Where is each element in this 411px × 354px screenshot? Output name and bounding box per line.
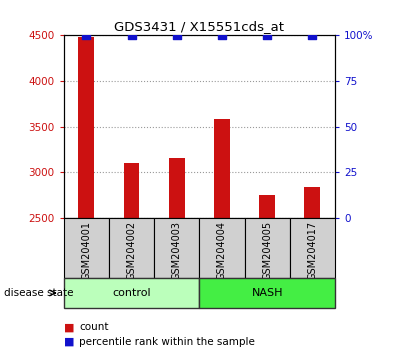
- Text: control: control: [112, 288, 151, 298]
- Bar: [79, 37, 94, 218]
- Text: GSM204005: GSM204005: [262, 221, 272, 280]
- Bar: [245, 218, 290, 278]
- Bar: [64, 218, 109, 278]
- Bar: [199, 278, 335, 308]
- Text: GSM204017: GSM204017: [307, 221, 317, 280]
- Text: GSM204003: GSM204003: [172, 221, 182, 280]
- Bar: [109, 218, 154, 278]
- Bar: [305, 187, 320, 218]
- Bar: [64, 278, 199, 308]
- Bar: [259, 195, 275, 218]
- Text: NASH: NASH: [252, 288, 283, 298]
- Point: [128, 33, 135, 38]
- Bar: [290, 218, 335, 278]
- Text: GSM204001: GSM204001: [81, 221, 91, 280]
- Text: percentile rank within the sample: percentile rank within the sample: [79, 337, 255, 347]
- Text: ■: ■: [64, 322, 74, 332]
- Bar: [154, 218, 199, 278]
- Bar: [169, 159, 185, 218]
- Text: disease state: disease state: [4, 288, 74, 298]
- Bar: [214, 119, 230, 218]
- Text: GSM204002: GSM204002: [127, 221, 136, 280]
- Point: [173, 33, 180, 38]
- Text: GSM204004: GSM204004: [217, 221, 227, 280]
- Point: [219, 33, 225, 38]
- Text: count: count: [79, 322, 109, 332]
- Bar: [124, 163, 139, 218]
- Point: [309, 33, 316, 38]
- Bar: [199, 218, 245, 278]
- Point: [83, 33, 90, 38]
- Point: [264, 33, 270, 38]
- Title: GDS3431 / X15551cds_at: GDS3431 / X15551cds_at: [114, 20, 284, 33]
- Text: ■: ■: [64, 337, 74, 347]
